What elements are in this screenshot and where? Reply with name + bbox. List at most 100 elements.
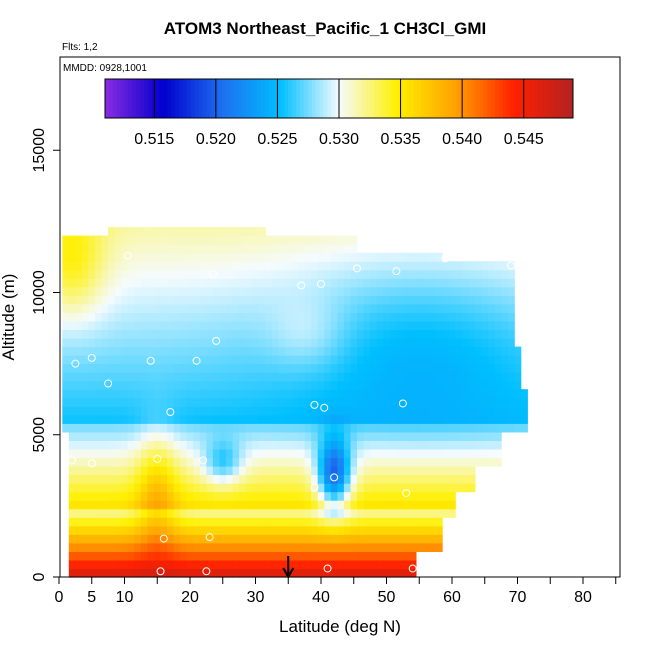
heatmap-cell xyxy=(389,312,397,322)
heatmap-cell xyxy=(278,406,286,416)
heatmap-cell xyxy=(160,303,168,313)
heatmap-cell xyxy=(311,397,319,407)
heatmap-cell xyxy=(226,431,234,441)
heatmap-cell xyxy=(298,500,306,510)
heatmap-cell xyxy=(271,534,279,544)
heatmap-cell xyxy=(134,525,142,535)
heatmap-cell xyxy=(311,355,319,365)
heatmap-cell xyxy=(468,338,476,348)
heatmap-cell xyxy=(389,517,397,527)
heatmap-cell xyxy=(193,363,201,373)
heatmap-cell xyxy=(370,431,378,441)
heatmap-cell xyxy=(343,440,351,450)
heatmap-cell xyxy=(455,397,463,407)
heatmap-cell xyxy=(474,286,482,296)
heatmap-cell xyxy=(147,474,155,484)
heatmap-cell xyxy=(455,295,463,305)
heatmap-cell xyxy=(134,440,142,450)
heatmap-cell xyxy=(95,244,103,254)
heatmap-cell xyxy=(501,338,509,348)
heatmap-cell xyxy=(271,286,279,296)
heatmap-cell xyxy=(114,466,122,476)
heatmap-cell xyxy=(108,227,116,237)
heatmap-cell xyxy=(186,355,194,365)
heatmap-cell xyxy=(62,235,70,245)
heatmap-cell xyxy=(121,440,129,450)
heatmap-cell xyxy=(330,551,338,561)
colorbar-segment xyxy=(120,79,125,118)
heatmap-cell xyxy=(396,312,404,322)
heatmap-cell xyxy=(442,320,450,330)
heatmap-cell xyxy=(291,312,299,322)
heatmap-cell xyxy=(68,440,76,450)
heatmap-cell xyxy=(317,278,325,288)
heatmap-cell xyxy=(357,286,365,296)
heatmap-cell xyxy=(134,278,142,288)
heatmap-cell xyxy=(114,500,122,510)
heatmap-cell xyxy=(134,380,142,390)
heatmap-cell xyxy=(357,517,365,527)
heatmap-cell xyxy=(448,389,456,399)
heatmap-cell xyxy=(127,423,135,433)
heatmap-cell xyxy=(134,338,142,348)
heatmap-cell xyxy=(278,261,286,271)
heatmap-cell xyxy=(298,449,306,459)
heatmap-cell xyxy=(180,312,188,322)
heatmap-cell xyxy=(212,525,220,535)
heatmap-cell xyxy=(88,525,96,535)
heatmap-cell xyxy=(448,320,456,330)
heatmap-cell xyxy=(337,372,345,382)
heatmap-cell xyxy=(416,372,424,382)
heatmap-cell xyxy=(291,278,299,288)
heatmap-cell xyxy=(317,295,325,305)
heatmap-cell xyxy=(121,355,129,365)
heatmap-cell xyxy=(68,406,76,416)
heatmap-cell xyxy=(108,431,116,441)
heatmap-cell xyxy=(376,252,384,262)
heatmap-cell xyxy=(134,406,142,416)
colorbar-segment xyxy=(440,79,445,118)
heatmap-cell xyxy=(134,269,142,279)
heatmap-cell xyxy=(435,261,443,271)
heatmap-cell xyxy=(68,423,76,433)
heatmap-cell xyxy=(317,491,325,501)
heatmap-cell xyxy=(173,457,181,467)
heatmap-cell xyxy=(212,568,220,578)
heatmap-cell xyxy=(160,372,168,382)
heatmap-cell xyxy=(285,372,293,382)
heatmap-cell xyxy=(75,423,83,433)
heatmap-cell xyxy=(291,517,299,527)
heatmap-cell xyxy=(226,551,234,561)
heatmap-cell xyxy=(363,303,371,313)
heatmap-cell xyxy=(507,423,515,433)
heatmap-cell xyxy=(252,474,260,484)
heatmap-cell xyxy=(252,286,260,296)
heatmap-cell xyxy=(173,278,181,288)
colorbar-segment xyxy=(366,79,371,118)
heatmap-cell xyxy=(337,466,345,476)
colorbar-segment xyxy=(424,79,430,118)
heatmap-cell xyxy=(271,517,279,527)
heatmap-cell xyxy=(416,474,424,484)
heatmap-cell xyxy=(75,397,83,407)
heatmap-cell xyxy=(409,269,417,279)
heatmap-cell xyxy=(501,261,509,271)
heatmap-cell xyxy=(376,483,384,493)
heatmap-cell xyxy=(357,534,365,544)
heatmap-cell xyxy=(396,380,404,390)
heatmap-cell xyxy=(363,278,371,288)
heatmap-cell xyxy=(298,295,306,305)
heatmap-cell xyxy=(134,449,142,459)
heatmap-cell xyxy=(304,286,312,296)
heatmap-cell xyxy=(88,320,96,330)
heatmap-cell xyxy=(311,338,319,348)
heatmap-cell xyxy=(357,372,365,382)
heatmap-cell xyxy=(265,406,273,416)
heatmap-cell xyxy=(121,303,129,313)
heatmap-cell xyxy=(180,235,188,245)
heatmap-cell xyxy=(370,372,378,382)
heatmap-cell xyxy=(88,508,96,518)
heatmap-cell xyxy=(304,483,312,493)
heatmap-cell xyxy=(461,338,469,348)
sample-point xyxy=(68,456,77,465)
